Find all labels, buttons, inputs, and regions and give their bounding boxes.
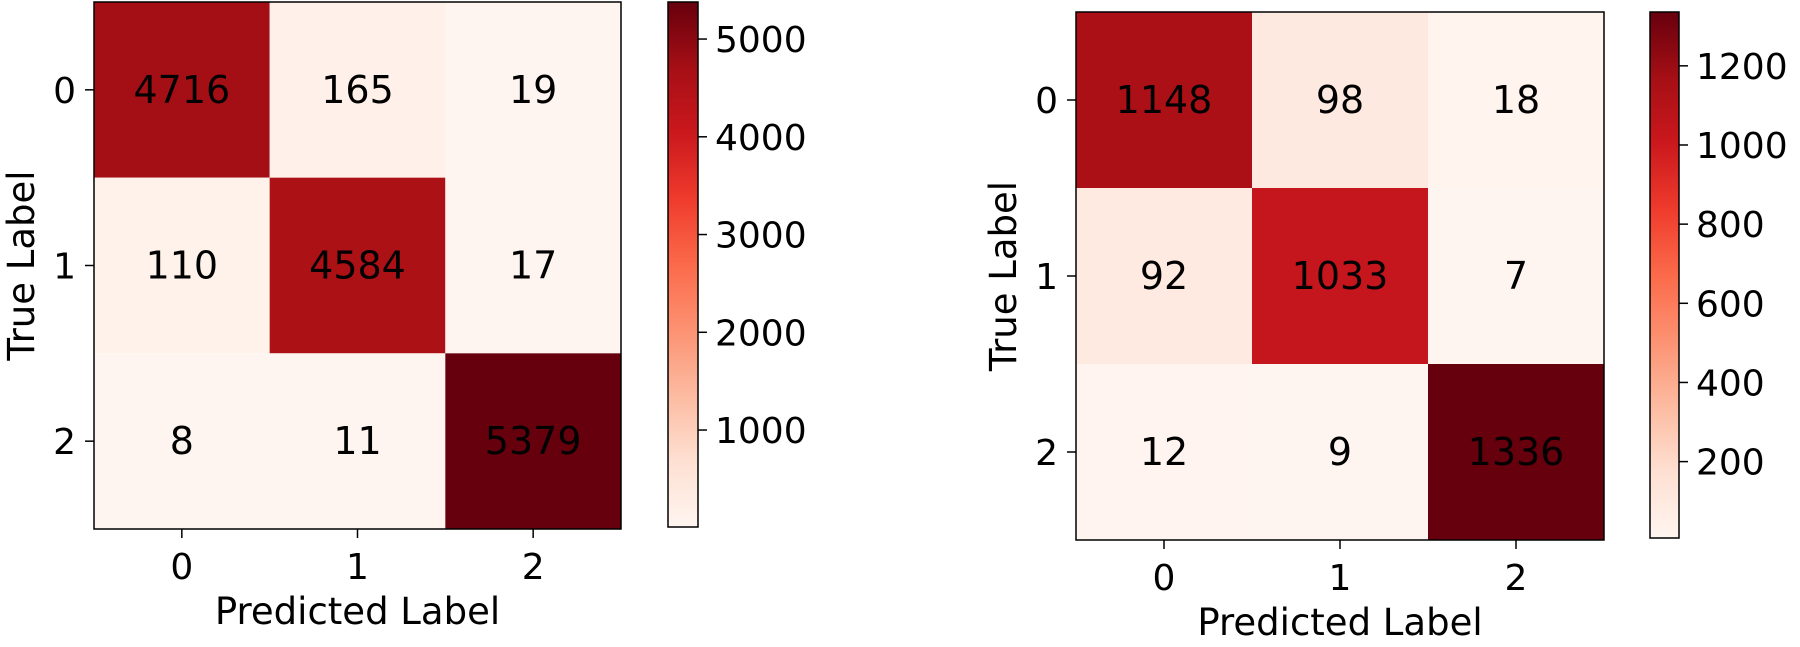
- cell-value-label: 1033: [1292, 254, 1389, 298]
- heatmap-cell-r0-c2: [445, 2, 621, 178]
- heatmap-cell-r2-c2: [1428, 364, 1604, 540]
- heatmap-cell-r1-c0: [1076, 188, 1252, 364]
- colorbar-frame: [667, 1, 699, 528]
- confusion-matrix-left: 4716 165 19 110 4584 17 8 11 5379 0 1 2 0 1 2 Predicted…: [0, 1, 807, 633]
- cell-value-label: 92: [1140, 254, 1188, 298]
- cell-value-label: 98: [1316, 78, 1364, 122]
- y-tick-label: 1: [1035, 257, 1058, 298]
- x-tick-label: 2: [1505, 558, 1528, 599]
- cell-value-label: 165: [321, 68, 394, 112]
- y-axis-label: True Label: [982, 181, 1025, 372]
- colorbar-tick-label: 600: [1696, 284, 1765, 325]
- heatmap-cell-r1-c0: [94, 177, 270, 354]
- heatmap-cell-r0-c1: [1252, 12, 1428, 188]
- heatmap-cell-r1-c1: [1252, 188, 1428, 364]
- cell-value-label: 110: [146, 244, 219, 288]
- x-tick-label: 0: [1153, 558, 1176, 599]
- cell-value-label: 11: [333, 419, 381, 463]
- heatmap-cell-r2-c1: [269, 353, 446, 529]
- cell-value-label: 19: [509, 68, 557, 112]
- heatmap-cell-r2-c2: [445, 353, 621, 529]
- cell-value-label: 9: [1328, 430, 1352, 474]
- heatmap-cell-r0-c1: [269, 2, 446, 178]
- x-tick-label: 1: [346, 547, 369, 588]
- x-tick-label: 1: [1329, 558, 1352, 599]
- y-tick-label: 0: [53, 71, 76, 112]
- cell-value-label: 12: [1140, 430, 1188, 474]
- heatmap-cell-r0-c0: [94, 2, 270, 178]
- colorbar-tick-label: 5000: [715, 20, 807, 61]
- colorbar: [1650, 12, 1679, 538]
- y-tick-label: 0: [1035, 81, 1058, 122]
- cell-value-label: 18: [1492, 78, 1540, 122]
- cell-value-label: 7: [1504, 254, 1528, 298]
- cell-value-label: 4584: [309, 244, 406, 288]
- colorbar-tick-label: 2000: [715, 313, 807, 354]
- colorbar-tick-label: 1200: [1696, 47, 1788, 88]
- y-tick-label: 2: [53, 422, 76, 463]
- colorbar: [668, 2, 698, 527]
- heatmap-cell-r1-c2: [445, 177, 621, 354]
- heatmap-cell-r1-c1: [269, 177, 446, 354]
- x-tick-label: 0: [170, 547, 193, 588]
- cell-value-label: 1336: [1468, 430, 1565, 474]
- colorbar-tick-label: 400: [1696, 363, 1765, 404]
- colorbar-frame: [1649, 11, 1680, 539]
- y-axis-label: True Label: [0, 170, 43, 361]
- x-tick-label: 2: [522, 547, 545, 588]
- colorbar-tick-label: 1000: [715, 411, 807, 452]
- colorbar-tick-label: 1000: [1696, 126, 1788, 167]
- cell-value-label: 17: [509, 244, 557, 288]
- colorbar-tick-label: 4000: [715, 118, 807, 159]
- heatmap-cell-r0-c2: [1428, 12, 1604, 188]
- x-axis-label: Predicted Label: [1197, 601, 1482, 644]
- heatmap-cell-r2-c0: [1076, 364, 1252, 540]
- colorbar-tick-label: 200: [1696, 443, 1765, 484]
- cell-value-label: 8: [170, 419, 194, 463]
- y-tick-label: 2: [1035, 433, 1058, 474]
- cell-value-label: 4716: [133, 68, 230, 112]
- x-axis-label: Predicted Label: [215, 590, 500, 633]
- cell-value-label: 1148: [1116, 78, 1213, 122]
- heatmap-cell-r0-c0: [1076, 12, 1252, 188]
- colorbar-tick-label: 3000: [715, 216, 807, 257]
- cell-value-label: 5379: [485, 419, 582, 463]
- heatmap-cell-r2-c0: [94, 353, 270, 529]
- y-tick-label: 1: [53, 247, 76, 288]
- heatmap-cell-r2-c1: [1252, 364, 1428, 540]
- heatmap-cell-r1-c2: [1428, 188, 1604, 364]
- colorbar-tick-label: 800: [1696, 205, 1765, 246]
